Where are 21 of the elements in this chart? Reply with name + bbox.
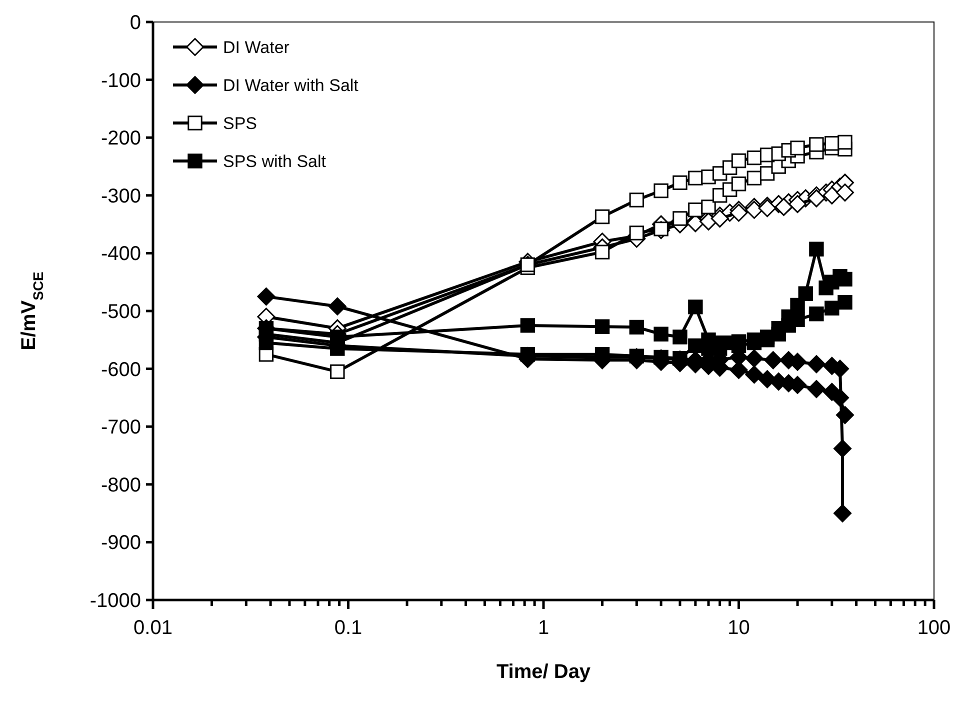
y-tick-label: -300 xyxy=(100,185,141,208)
y-tick-label: -1000 xyxy=(90,590,141,612)
legend-label: SPS with Salt xyxy=(223,152,326,171)
y-tick-label: -600 xyxy=(100,358,141,381)
y-tick-label: -700 xyxy=(100,416,141,439)
y-tick-label: 0 xyxy=(130,12,141,34)
legend-label: DI Water with Salt xyxy=(223,76,359,95)
legend-label: SPS xyxy=(223,114,258,133)
y-tick-label: -900 xyxy=(100,532,141,554)
x-tick-label: 100 xyxy=(917,617,951,639)
y-tick-label: -400 xyxy=(100,243,141,266)
x-tick-label: 0.01 xyxy=(134,617,172,639)
y-tick-label: -500 xyxy=(100,301,141,323)
x-tick-label: 10 xyxy=(728,617,750,639)
x-axis-title: Time/ Day xyxy=(496,661,592,683)
x-tick-label: 1 xyxy=(538,617,550,639)
y-tick-label: -800 xyxy=(100,474,141,496)
legend-label: DI Water xyxy=(223,38,290,57)
x-tick-label: 0.1 xyxy=(334,617,362,639)
y-tick-label: -100 xyxy=(100,70,141,92)
y-tick-label: -200 xyxy=(100,128,141,150)
